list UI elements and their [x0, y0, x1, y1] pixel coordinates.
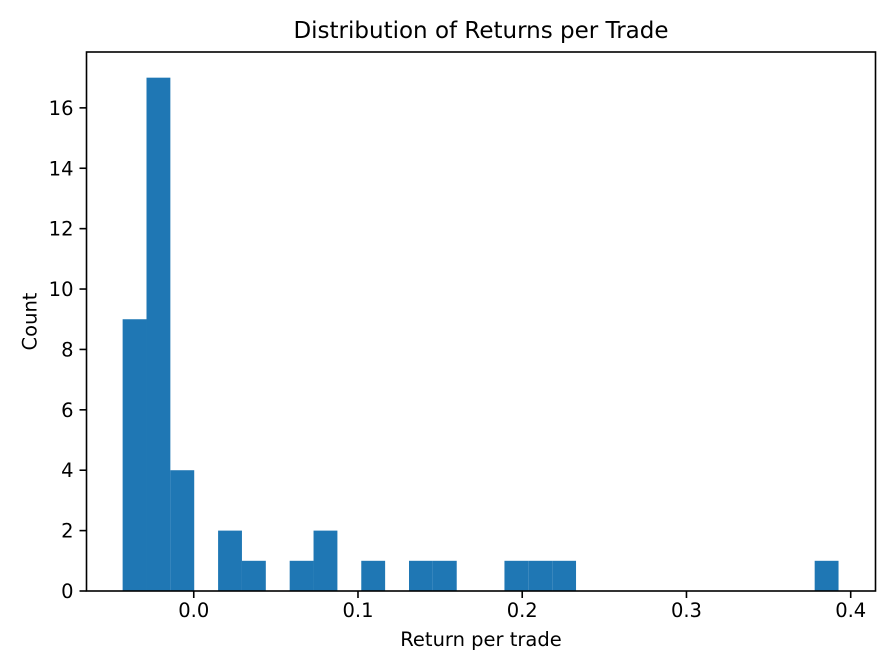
y-axis-label: Count [19, 292, 42, 350]
y-axis-ticks: 0 2 4 6 8 10 12 14 16 [49, 97, 87, 603]
axes-frame [85, 51, 877, 592]
histogram-bar [528, 560, 553, 591]
y-tick-label: 16 [49, 97, 74, 120]
histogram-bar [218, 530, 242, 591]
histogram-bar [241, 560, 266, 591]
y-tick-label: 2 [61, 520, 73, 543]
y-tick-label: 6 [61, 399, 73, 422]
x-axis-ticks: 0.0 0.1 0.2 0.3 0.4 [178, 591, 866, 622]
histogram-bars [122, 77, 839, 592]
histogram-bar [313, 530, 338, 591]
plot-frame [85, 51, 877, 592]
y-tick-label: 8 [61, 338, 73, 361]
histogram-bar [361, 560, 386, 591]
y-tick-label: 10 [49, 278, 74, 301]
x-tick-label: 0.4 [835, 599, 866, 622]
histogram-bar [504, 560, 529, 591]
x-tick-label: 0.1 [342, 599, 373, 622]
histogram-bar [814, 560, 839, 591]
histogram-bar [409, 560, 433, 591]
y-tick-label: 4 [61, 459, 73, 482]
chart-title: Distribution of Returns per Trade [293, 18, 668, 44]
histogram-bar [170, 470, 195, 591]
y-tick-label: 12 [49, 218, 74, 241]
x-axis-label: Return per trade [400, 628, 561, 651]
histogram-bar [289, 560, 314, 591]
x-tick-label: 0.0 [178, 599, 209, 622]
x-tick-label: 0.2 [507, 599, 538, 622]
y-tick-label: 0 [61, 580, 73, 603]
y-tick-label: 14 [49, 157, 74, 180]
histogram-bar [432, 560, 457, 591]
histogram-bar [552, 560, 577, 591]
histogram-bar [122, 319, 147, 591]
histogram-bar [146, 77, 171, 592]
x-tick-label: 0.3 [671, 599, 702, 622]
